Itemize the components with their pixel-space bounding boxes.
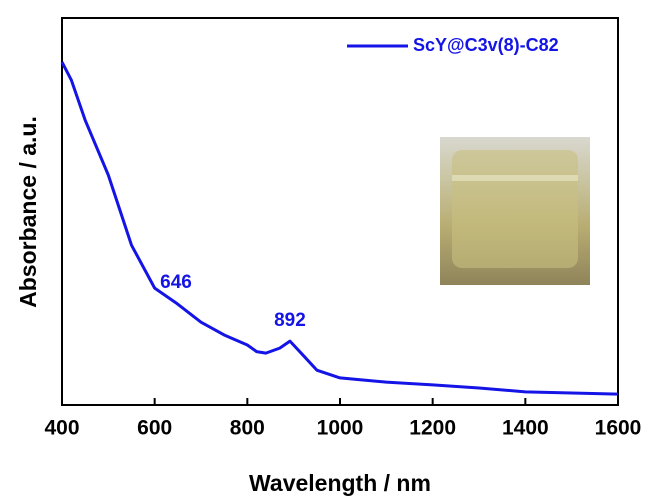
inset-photo	[440, 137, 590, 285]
x-tick-label: 1000	[317, 417, 364, 440]
peak-label: 646	[160, 272, 192, 293]
x-tick-label: 1600	[595, 417, 642, 440]
x-tick-label: 400	[44, 417, 79, 440]
x-tick-label: 800	[230, 417, 265, 440]
legend-label: ScY@C3v(8)-C82	[413, 35, 559, 55]
x-tick-label: 1200	[409, 417, 456, 440]
x-axis-label: Wavelength / nm	[249, 470, 431, 496]
peak-label: 892	[274, 310, 306, 331]
x-tick-label: 1400	[502, 417, 549, 440]
x-tick-label: 600	[137, 417, 172, 440]
chart: Wavelength / nm Absorbance / a.u. 400 600…	[0, 0, 654, 502]
y-axis-label: Absorbance / a.u.	[15, 116, 41, 308]
